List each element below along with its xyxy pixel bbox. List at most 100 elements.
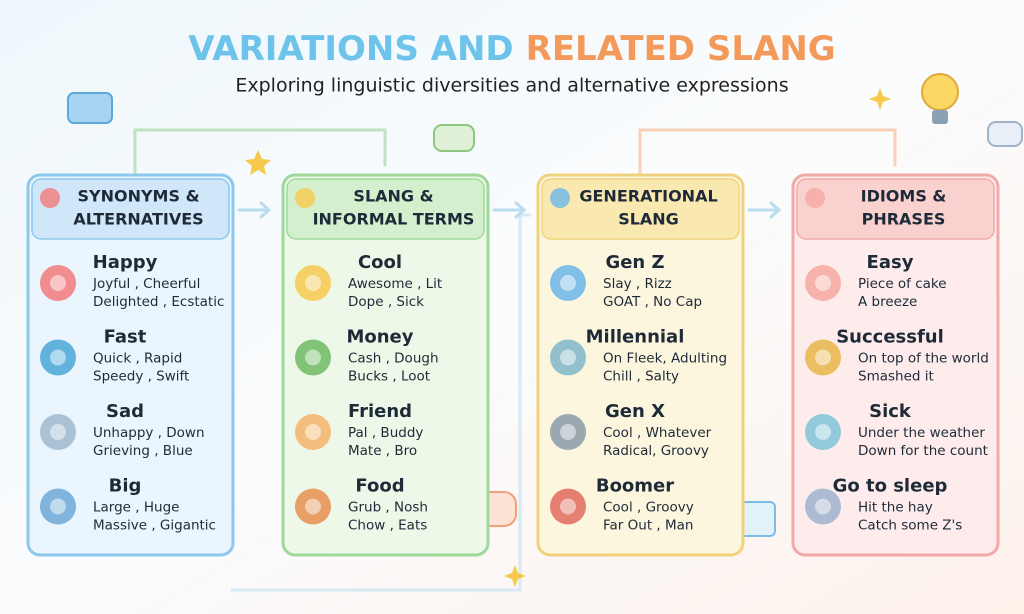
- item-line: Mate , Bro: [348, 443, 417, 459]
- item-icon-detail: [50, 275, 66, 291]
- column: GENERATIONAL SLANG Gen Z Slay , Rizz GOAT , …: [536, 173, 745, 557]
- item-word: Gen Z: [605, 252, 664, 273]
- column-header: SYNONYMS &: [77, 187, 199, 206]
- item-word: Money: [346, 327, 413, 348]
- item-line: A breeze: [858, 294, 917, 310]
- item-word: Happy: [93, 252, 158, 273]
- item-line: Chow , Eats: [348, 518, 427, 534]
- item-word: Millennial: [586, 327, 685, 348]
- item-line: Quick , Rapid: [93, 351, 182, 367]
- column-header-box: [541, 178, 740, 240]
- header-icon: [40, 188, 60, 208]
- item-icon-detail: [560, 275, 576, 291]
- item-word: Boomer: [596, 476, 674, 497]
- item-word: Sick: [869, 401, 912, 422]
- item-icon-detail: [305, 349, 321, 366]
- column-header-box: [286, 178, 485, 240]
- item-line: Radical, Groovy: [603, 443, 709, 459]
- connector: [230, 213, 532, 592]
- column-header: SLANG &: [353, 187, 433, 206]
- header-icon: [295, 188, 315, 208]
- item-icon-detail: [305, 275, 321, 291]
- item-icon-detail: [305, 424, 321, 440]
- arrow: [492, 201, 527, 219]
- item-line: Under the weather: [858, 425, 985, 441]
- arrow: [747, 201, 782, 219]
- item-line: Smashed it: [858, 369, 934, 385]
- chat-bubble: [433, 124, 475, 152]
- connector: [638, 128, 897, 177]
- item-word: Sad: [106, 401, 144, 422]
- item-line: Awesome , Lit: [348, 276, 442, 292]
- column-box: [536, 173, 745, 557]
- item-line: Massive , Gigantic: [93, 518, 216, 534]
- item-icon-detail: [50, 424, 66, 440]
- item-line: Slay , Rizz: [603, 276, 672, 292]
- column-header: ALTERNATIVES: [73, 210, 203, 229]
- item-line: On top of the world: [858, 351, 989, 367]
- item-line: Grub , Nosh: [348, 500, 428, 516]
- item-icon-detail: [815, 424, 831, 440]
- item-icon-detail: [815, 498, 831, 515]
- item-line: Down for the count: [858, 443, 988, 459]
- title: VARIATIONS AND RELATED SLANG: [188, 29, 835, 69]
- column-header: GENERATIONAL: [579, 187, 717, 206]
- column: SYNONYMS & ALTERNATIVES Happy Joyful , Chee…: [26, 173, 235, 557]
- item-icon-detail: [815, 275, 831, 291]
- item-line: Pal , Buddy: [348, 425, 423, 441]
- column-box: [281, 173, 490, 557]
- sparkle: [504, 565, 526, 587]
- column: SLANG & INFORMAL TERMS Cool Awesome , Lit Do…: [281, 173, 490, 557]
- item-line: On Fleek, Adulting: [603, 351, 727, 367]
- column-header-box: [31, 178, 230, 240]
- bulb: [921, 73, 959, 111]
- item-line: Unhappy , Down: [93, 425, 205, 441]
- column: IDIOMS & PHRASES Easy Piece of cake A breeze…: [791, 173, 1000, 557]
- column-header: INFORMAL TERMS: [313, 210, 475, 229]
- column-box: [791, 173, 1000, 557]
- sparkle: [869, 88, 891, 110]
- item-line: GOAT , No Cap: [603, 294, 702, 310]
- header-icon: [550, 188, 570, 208]
- item-line: Cool , Groovy: [603, 500, 694, 516]
- item-line: Catch some Z's: [858, 518, 962, 534]
- item-line: Chill , Salty: [603, 369, 679, 385]
- column-header-box: [796, 178, 995, 240]
- title-part: RELATED SLANG: [526, 29, 836, 69]
- header-icon: [805, 188, 825, 208]
- title-part: VARIATIONS AND: [188, 29, 513, 69]
- chat-bubble: [987, 121, 1023, 147]
- item-line: Cool , Whatever: [603, 425, 712, 441]
- item-icon-detail: [560, 424, 576, 440]
- item-line: Piece of cake: [858, 276, 947, 292]
- connectors: [133, 128, 897, 592]
- item-line: Large , Huge: [93, 500, 179, 516]
- star: [245, 150, 271, 175]
- item-word: Gen X: [605, 401, 665, 422]
- item-word: Go to sleep: [833, 476, 948, 497]
- chat-bubble: [67, 92, 113, 124]
- item-icon-detail: [50, 349, 66, 366]
- item-icon-detail: [50, 498, 66, 515]
- column-header: IDIOMS &: [861, 187, 947, 206]
- item-word: Food: [355, 476, 404, 497]
- bulb-base: [932, 110, 948, 124]
- item-word: Easy: [867, 252, 914, 273]
- item-line: Hit the hay: [858, 500, 933, 516]
- item-line: Dope , Sick: [348, 294, 424, 310]
- item-word: Successful: [836, 327, 944, 348]
- connector: [133, 128, 387, 177]
- column-header: SLANG: [618, 210, 679, 229]
- item-line: Grieving , Blue: [93, 443, 193, 459]
- subtitle: Exploring linguistic diversities and alt…: [235, 75, 788, 97]
- item-icon-detail: [815, 349, 831, 366]
- item-word: Big: [109, 476, 142, 497]
- item-icon-detail: [560, 498, 576, 515]
- item-word: Friend: [348, 401, 412, 422]
- column-header: PHRASES: [862, 210, 946, 229]
- item-line: Bucks , Loot: [348, 369, 430, 385]
- column-box: [26, 173, 235, 557]
- arrow: [237, 201, 272, 219]
- item-line: Cash , Dough: [348, 351, 439, 367]
